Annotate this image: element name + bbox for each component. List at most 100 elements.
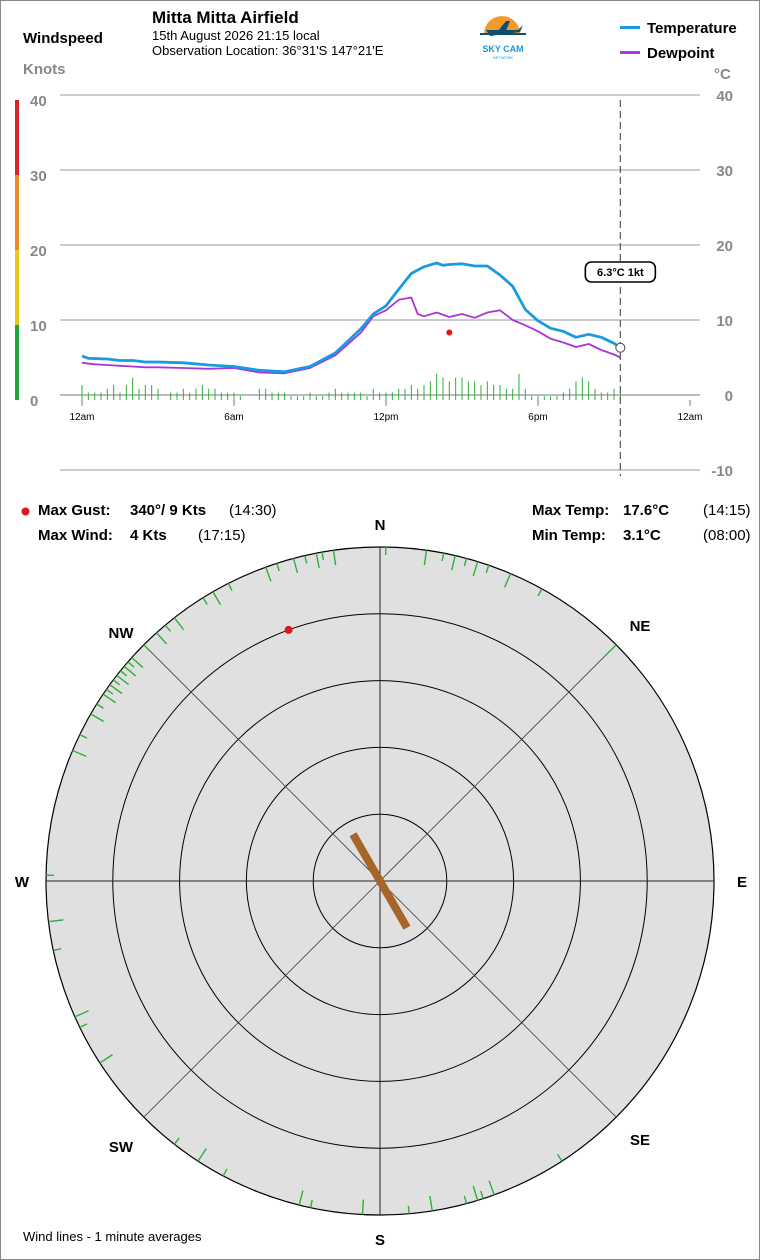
wind-direction-tick: [212, 591, 222, 606]
wind-direction-tick: [503, 573, 512, 588]
current-value-marker: [615, 342, 626, 353]
wind-direction-tick: [292, 558, 299, 574]
wind-direction-tick: [441, 553, 445, 562]
wind-direction-tick: [127, 661, 135, 668]
left-tick-label: 10: [30, 318, 47, 335]
wind-direction-tick: [131, 656, 144, 669]
legend-dewpoint-label: Dewpoint: [647, 45, 715, 62]
left-tick-label: 0: [30, 393, 38, 410]
wind-direction-tick: [143, 644, 150, 651]
temperature-line: [81, 261, 622, 374]
min-temp-time: (08:00): [703, 527, 751, 544]
left-tick-label: 30: [30, 168, 47, 185]
min-temp-value: 3.1°C: [623, 527, 661, 544]
x-tick-label: 12pm: [373, 412, 398, 423]
wind-direction-tick: [109, 684, 123, 695]
wind-direction-tick: [463, 1195, 468, 1204]
wind-direction-tick: [265, 566, 272, 582]
wind-direction-tick: [227, 583, 233, 591]
max-wind-value: 4 Kts: [130, 527, 167, 544]
x-tick-label: 6pm: [528, 412, 547, 423]
wind-direction-tick: [197, 1148, 207, 1162]
compass-label-n: N: [375, 517, 386, 534]
wind-direction-tick: [72, 749, 87, 758]
wind-direction-tick: [451, 555, 456, 571]
max-gust-point: [446, 329, 453, 336]
compass-label-w: W: [15, 874, 30, 891]
max-gust-value: 340°/ 9 Kts: [130, 502, 207, 519]
observation-datetime: 15th August 2026 21:15 local: [152, 28, 320, 43]
compass-label-sw: SW: [109, 1139, 134, 1156]
compass-label-s: S: [375, 1232, 385, 1249]
knot-scale-band: [15, 100, 19, 175]
windspeed-axis-title: Windspeed: [23, 30, 103, 47]
max-temp-time: (14:15): [703, 502, 751, 519]
wind-direction-tick: [96, 703, 104, 709]
wind-direction-tick: [315, 553, 320, 568]
wind-direction-tick: [116, 674, 130, 686]
compass-label-e: E: [737, 874, 747, 891]
right-tick-label: 40: [716, 88, 733, 105]
wind-direction-tick: [605, 644, 617, 656]
gust-marker-icon: [21, 507, 30, 516]
legend-temperature-label: Temperature: [647, 20, 737, 37]
max-wind-time: (17:15): [198, 527, 246, 544]
wind-direction-tick: [298, 1190, 304, 1206]
right-tick-label: 0: [725, 388, 733, 405]
wind-direction-tick: [472, 1185, 479, 1201]
knot-scale-band: [15, 325, 19, 400]
wind-direction-tick: [222, 1168, 228, 1177]
legend-temperature-swatch: [620, 25, 640, 29]
wind-direction-tick: [276, 563, 280, 572]
wind-direction-tick: [112, 679, 121, 686]
wind-direction-tick: [74, 1010, 89, 1018]
wind-direction-tick: [488, 1180, 495, 1196]
observation-location: Observation Location: 36°31'S 147°21'E: [152, 43, 384, 58]
compass-label-nw: NW: [109, 625, 135, 642]
wind-direction-tick: [485, 564, 490, 573]
legend-dewpoint-swatch: [620, 50, 640, 54]
compass-label-se: SE: [630, 1132, 650, 1149]
wind-direction-tick: [173, 1137, 180, 1145]
wind-direction-tick: [480, 1190, 484, 1199]
wind-direction-tick: [164, 624, 171, 632]
max-wind-label: Max Wind:: [38, 527, 113, 544]
dewpoint-line: [81, 296, 621, 375]
wind-direction-tick: [155, 632, 168, 645]
min-temp-label: Min Temp:: [532, 527, 606, 544]
knot-scale-band: [15, 175, 19, 250]
wind-direction-tick: [332, 550, 337, 566]
right-tick-label: -10: [711, 463, 733, 480]
wind-lines-note: Wind lines - 1 minute averages: [23, 1229, 202, 1244]
temperature-axis-unit: °C: [714, 66, 731, 83]
wind-direction-tick: [53, 948, 62, 952]
compass-label-ne: NE: [630, 618, 651, 635]
wind-direction-tick: [79, 1023, 88, 1029]
knot-scale-band: [15, 250, 19, 325]
wind-direction-tick: [99, 1054, 113, 1064]
max-gust-label: Max Gust:: [38, 502, 111, 519]
station-title: Mitta Mitta Airfield: [152, 8, 299, 27]
current-wind-direction-bar: [349, 832, 411, 930]
wind-direction-tick: [102, 693, 116, 704]
wind-direction-tick: [537, 588, 543, 597]
windspeed-axis-unit: Knots: [23, 61, 66, 78]
wind-direction-tick: [423, 550, 428, 566]
wind-direction-tick: [90, 713, 105, 723]
right-tick-label: 30: [716, 163, 733, 180]
logo-subtext: NETWORK: [493, 55, 514, 60]
right-tick-label: 10: [716, 313, 733, 330]
max-temp-label: Max Temp:: [532, 502, 610, 519]
x-tick-label: 6am: [224, 412, 243, 423]
skycam-logo: SKY CAM NETWORK: [470, 12, 536, 62]
wind-direction-tick: [173, 617, 185, 631]
x-tick-label: 12am: [677, 412, 702, 423]
wind-direction-tick: [463, 558, 468, 567]
legend-temperature: Temperature: [620, 20, 737, 37]
left-tick-label: 40: [30, 93, 47, 110]
compass-max-gust-point: [284, 625, 293, 634]
wind-direction-tick: [429, 1195, 433, 1211]
legend-dewpoint: Dewpoint: [620, 45, 715, 62]
wind-direction-tick: [106, 688, 114, 695]
